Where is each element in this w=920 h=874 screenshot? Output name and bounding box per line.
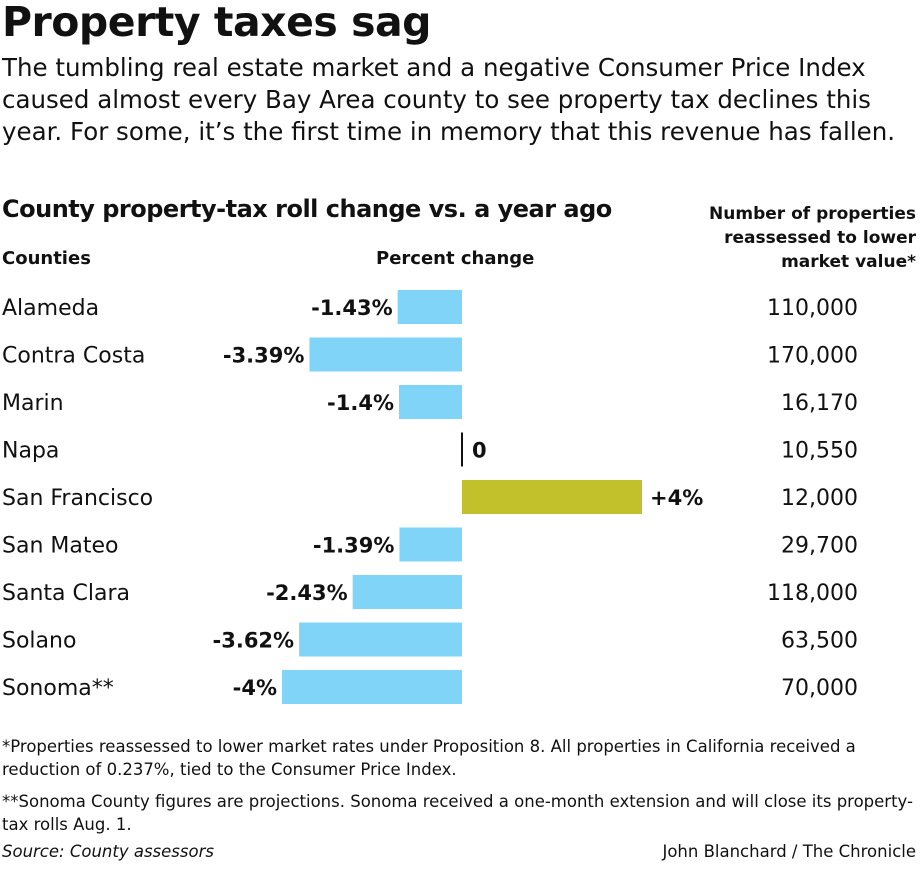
county-label-marin: Marin	[2, 391, 64, 416]
value-label-sonoma: -4%	[233, 676, 277, 700]
counties-column-header: Counties	[2, 248, 91, 269]
county-label-san-mateo: San Mateo	[2, 534, 118, 559]
value-label-san-mateo: -1.39%	[313, 534, 395, 558]
county-label-alameda: Alameda	[2, 296, 99, 321]
value-label-san-francisco: +4%	[650, 486, 703, 510]
properties-count-marin: 16,170	[781, 391, 858, 416]
properties-count-santa-clara: 118,000	[767, 581, 858, 606]
properties-count-napa: 10,550	[781, 439, 858, 464]
bar-santa-clara	[352, 575, 462, 609]
value-label-santa-clara: -2.43%	[266, 581, 348, 605]
percent-change-column-header: Percent change	[376, 248, 535, 269]
bar-solano	[299, 622, 462, 657]
bar-marin	[399, 385, 462, 419]
properties-count-alameda: 110,000	[767, 296, 858, 321]
county-label-san-francisco: San Francisco	[2, 486, 153, 511]
chart-headline: Property taxes sag	[2, 0, 432, 46]
value-label-napa: 0	[472, 439, 487, 463]
bar-sonoma	[282, 670, 462, 704]
county-label-santa-clara: Santa Clara	[2, 581, 130, 606]
value-label-solano: -3.62%	[213, 629, 295, 653]
value-label-alameda: -1.43%	[311, 296, 393, 320]
county-label-napa: Napa	[2, 439, 59, 464]
bar-chart: Alameda -1.43% 110,000 Contra Costa -3.39% 17…	[2, 290, 858, 704]
properties-column-header: Number of properties reassessed to lower…	[709, 204, 916, 272]
bar-contra-costa	[309, 337, 462, 372]
chart-title: County property-tax roll change vs. a ye…	[2, 195, 612, 223]
value-label-contra-costa: -3.39%	[223, 344, 305, 368]
bar-san-mateo	[399, 527, 462, 562]
county-label-sonoma: Sonoma**	[2, 676, 114, 701]
footnote-sonoma: **Sonoma County figures are projections.…	[2, 792, 913, 834]
bar-alameda	[397, 290, 462, 324]
intro-text: The tumbling real estate market and a ne…	[2, 53, 896, 146]
value-label-marin: -1.4%	[327, 391, 394, 415]
properties-count-contra-costa: 170,000	[767, 344, 858, 369]
bar-san-francisco	[462, 480, 642, 514]
properties-count-sonoma: 70,000	[781, 676, 858, 701]
properties-count-san-francisco: 12,000	[781, 486, 858, 511]
author-credit: John Blanchard / The Chronicle	[662, 842, 916, 861]
properties-count-solano: 63,500	[781, 629, 858, 654]
county-label-contra-costa: Contra Costa	[2, 344, 145, 369]
properties-count-san-mateo: 29,700	[781, 534, 858, 559]
footnote-proposition-8: *Properties reassessed to lower market r…	[2, 737, 856, 779]
source-credit: Source: County assessors	[2, 842, 214, 861]
county-label-solano: Solano	[2, 629, 76, 654]
